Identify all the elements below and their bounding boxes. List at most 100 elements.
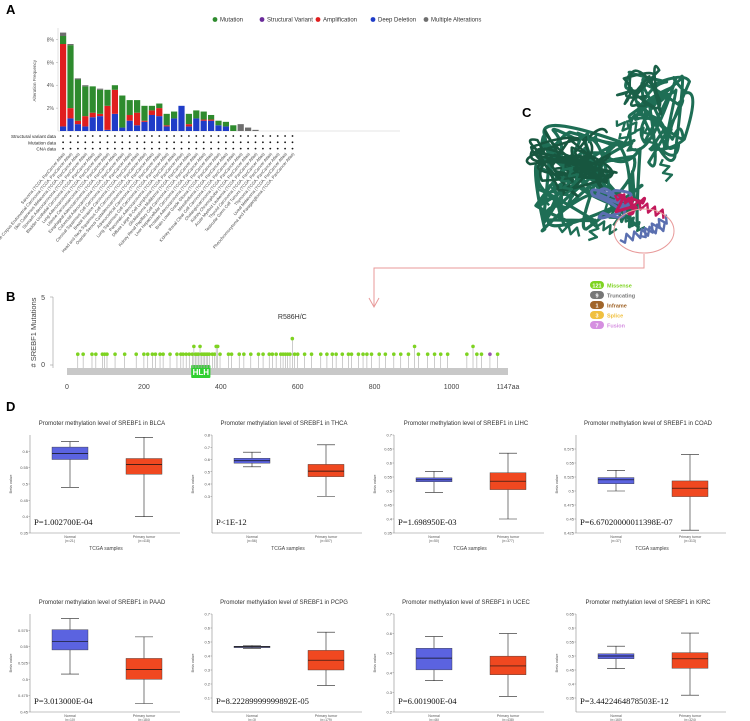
y-tick-label: 0.5 [204, 469, 210, 474]
group-n-label: (n=507) [320, 539, 332, 543]
protein-backbone [67, 368, 508, 375]
protein-helix [557, 224, 581, 237]
lollipop-head [488, 352, 492, 356]
data-availability-dot [165, 147, 168, 150]
protein-helix [619, 221, 666, 244]
lollipop-head [105, 352, 109, 356]
group-n-label: (n=46) [429, 718, 439, 721]
lollipop-head [175, 352, 179, 356]
legend-marker [423, 17, 429, 22]
bar-segment-amplification [67, 108, 74, 119]
lollipop-head [256, 352, 261, 356]
p-value-label: P=6.001900E-04 [398, 696, 457, 706]
y-tick-label: 0.4 [386, 517, 392, 522]
bar-segment-mutation [82, 86, 89, 117]
legend-count: 121 [592, 283, 601, 289]
lollipop-head [113, 352, 117, 356]
bar-segment-deep-deletion [178, 105, 185, 131]
lollipop-head [192, 344, 196, 349]
row-label: Mutation data [28, 140, 56, 145]
bar-segment-mutation [141, 105, 148, 121]
boxplot-panel: Promoter methylation level of SREBF1 in … [372, 600, 544, 721]
boxplot-panel: Promoter methylation level of SREBF1 in … [190, 421, 362, 552]
bar-segment-multiple-alterations [252, 129, 259, 131]
y-tick-label: 0.45 [566, 517, 575, 522]
data-availability-dot [210, 135, 213, 137]
data-availability-dot [69, 141, 72, 144]
bar-segment-amplification [141, 120, 148, 122]
y-tick-label: 0.4 [204, 482, 210, 487]
lollipop-head [270, 352, 275, 356]
box-iqr [307, 464, 345, 477]
bar-segment-multiple-alterations [60, 32, 67, 37]
boxplot-title: Promoter methylation level of SREBF1 in … [221, 421, 348, 427]
protein-helix [613, 193, 665, 219]
bar-segment-mutation [215, 120, 222, 126]
bar-segment-mutation [148, 105, 155, 111]
row-label: Structural variant data [11, 134, 56, 139]
protein-helix [587, 218, 600, 242]
group-n-label: (n=418) [138, 539, 150, 543]
y-tick-label: 8% [47, 37, 55, 43]
data-availability-dot [225, 147, 227, 150]
group-n-label: (n=50) [429, 539, 439, 543]
group-n-label: (n=179) [320, 718, 332, 721]
y-tick-label: 0.6 [204, 457, 210, 462]
bar-segment-amplification [208, 119, 215, 121]
bar-segment-amplification [97, 113, 104, 117]
bar-segment-mutation [193, 110, 200, 119]
data-availability-dot [232, 135, 235, 137]
group-label: Primary tumor [315, 535, 338, 539]
y-tick-label: 0.575 [564, 447, 575, 452]
bar-segment-multiple-alterations [237, 124, 244, 131]
y-tick-label: 6% [47, 60, 55, 66]
boxplot-title: Promoter methylation level of SREBF1 in … [39, 421, 165, 427]
bar-segment-deep-deletion [222, 126, 229, 131]
legend-pill [590, 291, 604, 299]
data-availability-dot [276, 147, 279, 150]
box-iqr [415, 648, 453, 671]
data-availability-dot [143, 135, 146, 137]
bar-segment-amplification [111, 89, 118, 114]
data-availability-dot [128, 147, 131, 150]
bar-segment-amplification [126, 114, 133, 121]
data-availability-dot [114, 147, 116, 150]
lollipop-head [295, 352, 300, 356]
bar-segment-amplification [82, 116, 89, 127]
bar-segment-deep-deletion [171, 118, 178, 131]
lollipop-head [425, 352, 430, 356]
data-availability-dot [158, 141, 161, 144]
data-availability-dot [128, 141, 131, 144]
bar-segment-amplification [74, 120, 81, 125]
bar-segment-deep-deletion [111, 113, 118, 131]
bar-segment-multiple-alterations [67, 44, 74, 46]
data-availability-dot [239, 141, 242, 144]
lollipop-head [198, 344, 202, 349]
data-availability-dot [239, 135, 242, 137]
y-tick-label: 0.35 [384, 531, 393, 536]
bar-segment-deep-deletion [74, 124, 81, 131]
row-label: CNA data [36, 147, 56, 152]
y-tick-label: 0.525 [564, 475, 575, 480]
group-n-label: (n=438) [502, 718, 514, 721]
data-availability-dot [77, 135, 79, 137]
lollipop-head [142, 352, 146, 356]
y-axis-label: Beta value [554, 474, 559, 494]
data-availability-dot [284, 135, 286, 137]
data-availability-dot [114, 135, 116, 137]
bar-segment-amplification [104, 105, 111, 130]
x-axis-label: TCGA samples [271, 546, 305, 552]
mutation-annotation-label: R586H/C [278, 314, 307, 321]
boxplot-title: Promoter methylation level of SREBF1 in … [404, 421, 529, 427]
data-availability-dot [62, 141, 64, 144]
lollipop-head [318, 352, 323, 356]
bar-segment-deep-deletion [89, 117, 96, 131]
x-tick-label: 1000 [444, 384, 460, 391]
y-axis-label: Beta value [8, 474, 13, 494]
lollipop-head [302, 352, 307, 356]
bar-segment-deep-deletion [141, 121, 148, 131]
data-availability-dot [114, 141, 116, 144]
lollipop-head [168, 352, 172, 356]
bar-segment-deep-deletion [200, 120, 207, 131]
